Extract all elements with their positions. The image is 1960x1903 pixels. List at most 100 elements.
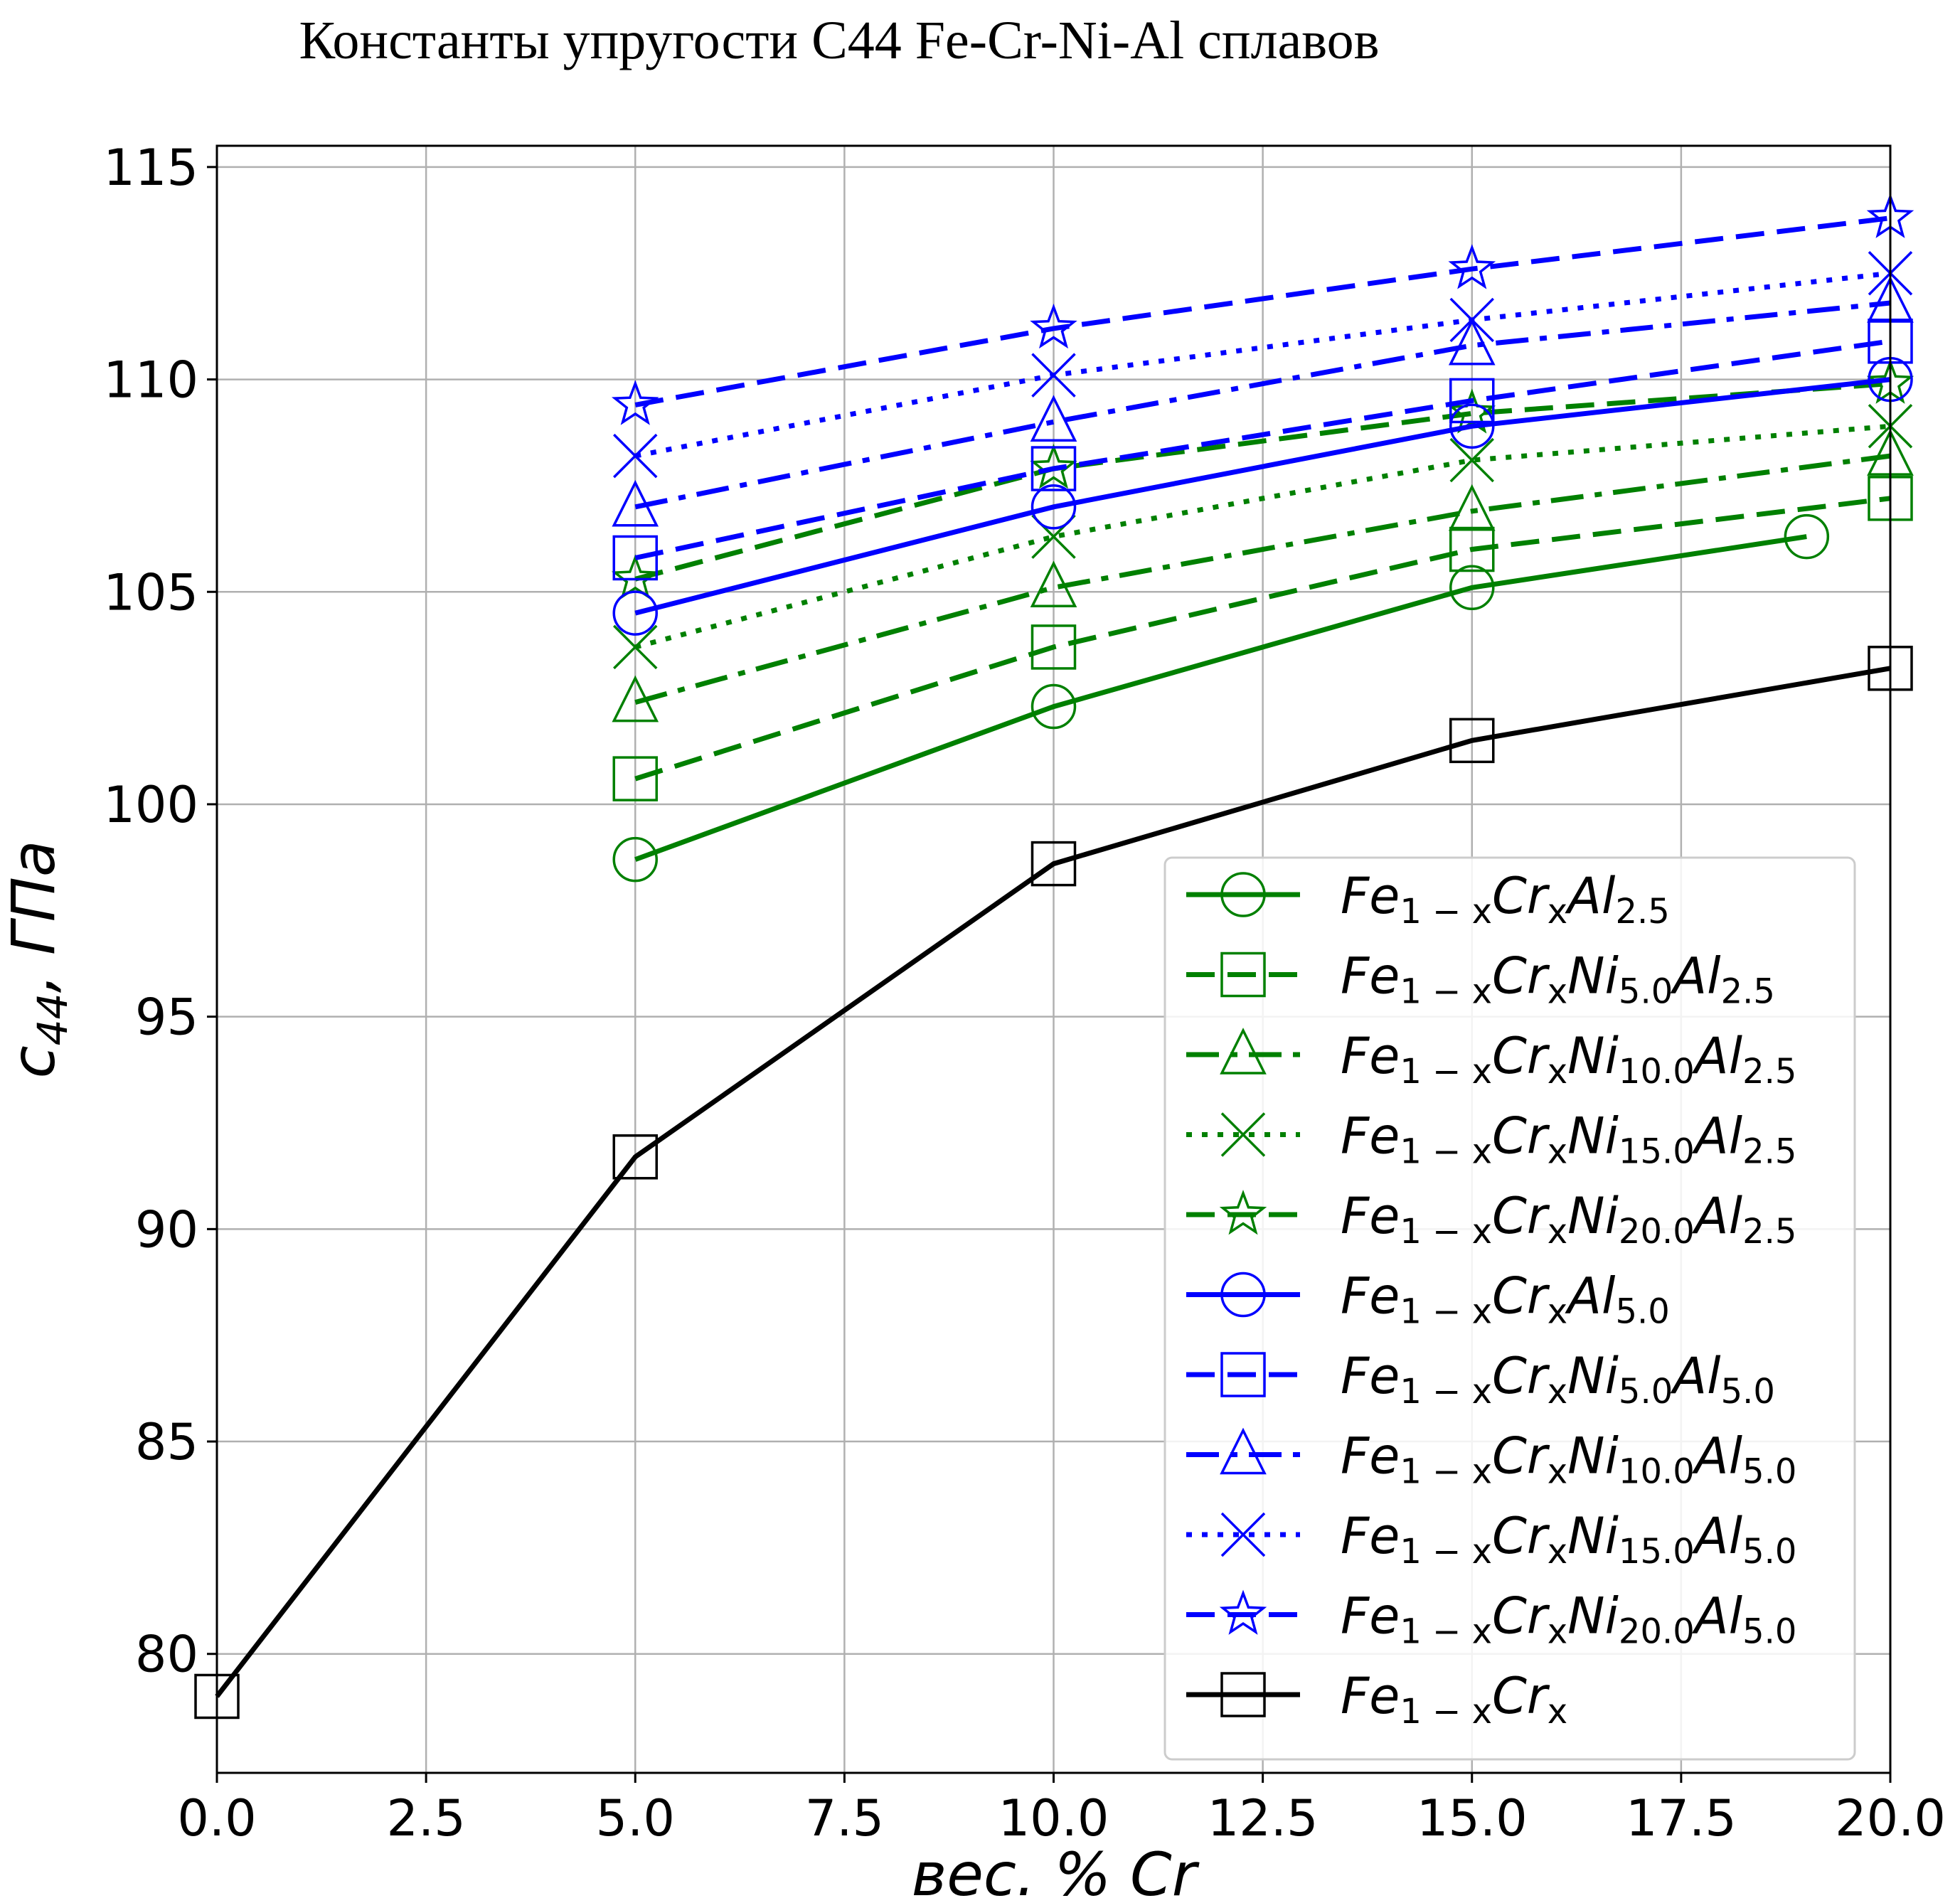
legend-entry: Fe1 − xCrxNi5.0Al2.5 — [1186, 947, 1775, 1012]
series-line — [634, 339, 1891, 560]
legend-entry: Fe1 − xCrxNi15.0Al5.0 — [1186, 1507, 1796, 1572]
data-point — [612, 535, 658, 581]
y-tick-label: 80 — [135, 1626, 198, 1684]
legend-label: Fe1 − xCrxNi5.0Al2.5 — [1341, 947, 1775, 1012]
legend-entry: Fe1 − xCrxAl2.5 — [1186, 867, 1670, 932]
data-point — [612, 836, 658, 883]
legend: Fe1 − xCrxAl2.5 Fe1 − xCrxNi5.0Al2.5 Fe1 −… — [1163, 856, 1856, 1761]
series-line — [634, 300, 1891, 510]
data-point — [1448, 318, 1496, 366]
y-tick-label: 85 — [135, 1413, 198, 1471]
data-point — [1031, 353, 1076, 398]
legend-marker — [1220, 1028, 1267, 1075]
data-point — [612, 479, 659, 527]
series-line — [634, 496, 1891, 782]
data-point — [1030, 624, 1077, 670]
data-point — [1030, 841, 1077, 887]
y-axis-label-unit: , ГПа — [0, 841, 68, 993]
legend-entry: Fe1 − xCrxNi20.0Al2.5 — [1186, 1187, 1796, 1252]
y-axis-label: c44, ГПа — [0, 841, 77, 1079]
legend-entry: Fe1 − xCrxNi15.0Al2.5 — [1186, 1107, 1796, 1172]
data-point — [1030, 683, 1077, 730]
data-point — [611, 554, 659, 599]
x-tick-label: 5.0 — [596, 1789, 675, 1848]
series-line — [634, 215, 1891, 407]
x-tick-label: 20.0 — [1835, 1789, 1946, 1848]
data-point — [1030, 446, 1077, 491]
series-11 — [194, 646, 1913, 1720]
series-line — [634, 453, 1891, 705]
x-axis-label: вес. % Cr — [912, 1840, 1200, 1903]
y-tick-label: 115 — [103, 139, 198, 197]
data-point — [1030, 395, 1077, 442]
data-point — [1449, 403, 1495, 449]
legend-entry: Fe1 − xCrxNi10.0Al2.5 — [1186, 1027, 1796, 1092]
legend-marker — [1220, 952, 1266, 998]
legend-marker — [1220, 1112, 1266, 1157]
series-line — [215, 666, 1891, 1698]
data-point — [1030, 444, 1077, 489]
data-point — [1030, 484, 1077, 530]
series-5 — [611, 358, 1914, 599]
legend-marker — [1220, 1272, 1266, 1318]
data-point — [1449, 297, 1494, 343]
legend-marker — [1220, 1512, 1266, 1557]
data-point — [613, 433, 658, 479]
x-tick-label: 2.5 — [386, 1789, 465, 1848]
data-point — [1449, 378, 1495, 424]
legend-label: Fe1 − xCrxNi20.0Al5.0 — [1341, 1587, 1796, 1652]
data-point — [612, 590, 658, 636]
legend-marker — [1219, 1190, 1267, 1235]
data-point — [1784, 513, 1830, 560]
data-point — [1449, 565, 1495, 611]
data-point — [612, 675, 659, 723]
data-point — [1449, 437, 1494, 483]
x-tick-label: 0.0 — [177, 1789, 256, 1848]
legend-label: Fe1 − xCrxAl2.5 — [1341, 867, 1670, 932]
legend-label: Fe1 − xCrx — [1341, 1667, 1567, 1732]
series-1 — [612, 513, 1830, 883]
legend-label: Fe1 − xCrxNi5.0Al5.0 — [1341, 1347, 1775, 1412]
legend-label: Fe1 − xCrxNi20.0Al2.5 — [1341, 1187, 1796, 1252]
legend-entry: Fe1 − xCrxAl5.0 — [1186, 1267, 1670, 1332]
legend-entry: Fe1 − xCrxNi20.0Al5.0 — [1186, 1587, 1796, 1652]
x-tick-label: 15.0 — [1417, 1789, 1528, 1848]
data-point — [1448, 484, 1496, 531]
y-tick-label: 95 — [135, 988, 198, 1047]
data-point — [612, 1134, 658, 1180]
legend-marker — [1220, 1427, 1267, 1475]
legend-entry: Fe1 − xCrxNi10.0Al5.0 — [1186, 1427, 1796, 1492]
axis-ticks: 0.0 2.5 5.0 7.5 10.0 12.5 15.0 17.5 20.0 80 85 90 95… — [103, 139, 1946, 1848]
data-point — [1449, 718, 1495, 764]
legend-label: Fe1 − xCrxNi15.0Al2.5 — [1341, 1107, 1796, 1172]
legend-label: Fe1 − xCrxNi15.0Al5.0 — [1341, 1507, 1796, 1572]
legend-entry: Fe1 − xCrxNi5.0Al5.0 — [1186, 1347, 1775, 1412]
legend-label: Fe1 − xCrxNi10.0Al5.0 — [1341, 1427, 1796, 1492]
series-line — [634, 423, 1891, 650]
data-point — [613, 624, 658, 670]
y-tick-label: 105 — [103, 563, 198, 622]
series-line — [634, 534, 1807, 862]
y-axis-label-main: c — [0, 1045, 68, 1078]
series-3 — [612, 429, 1914, 723]
x-tick-label: 17.5 — [1626, 1789, 1737, 1848]
data-point — [1449, 526, 1495, 572]
legend-marker — [1220, 1352, 1266, 1397]
x-tick-label: 10.0 — [998, 1789, 1109, 1848]
y-tick-label: 90 — [135, 1200, 198, 1259]
y-tick-label: 100 — [103, 776, 198, 834]
x-tick-label: 12.5 — [1208, 1789, 1319, 1848]
legend-label: Fe1 − xCrxAl5.0 — [1341, 1267, 1670, 1332]
data-point — [611, 380, 659, 425]
data-point — [1030, 560, 1077, 608]
chart-title: Константы упругости С44 Fe-Cr-Ni-Al спла… — [299, 11, 1380, 70]
legend-marker — [1219, 1589, 1267, 1635]
data-point — [1448, 244, 1496, 289]
legend-marker — [1220, 1672, 1266, 1717]
data-point — [612, 756, 658, 801]
series-line — [634, 377, 1891, 616]
series-line — [634, 381, 1891, 582]
series-group — [194, 193, 1914, 1720]
legend-marker — [1220, 872, 1266, 917]
